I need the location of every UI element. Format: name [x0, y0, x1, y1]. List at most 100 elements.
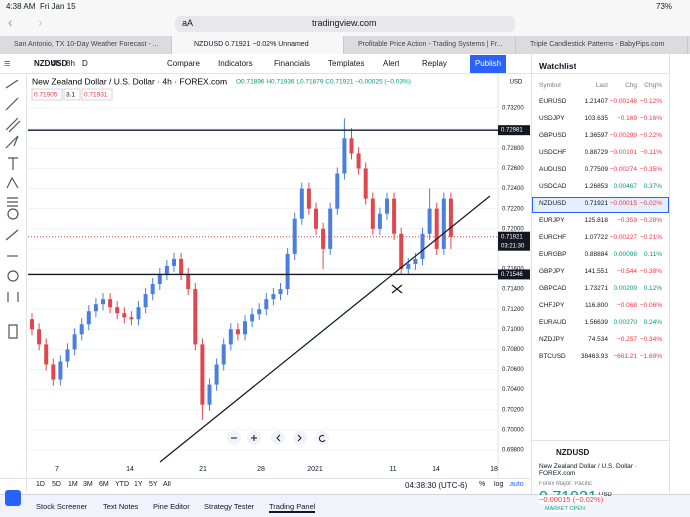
watchlist-symbol[interactable]: EURUSD [539, 98, 567, 105]
toolbar-button[interactable]: Replay [422, 59, 447, 68]
range-button[interactable]: 1M [68, 481, 78, 488]
watchlist-symbol[interactable]: EURGBP [539, 251, 567, 258]
watchlist-symbol[interactable]: EURAUD [539, 319, 567, 326]
watchlist-cell[interactable]: 0.88884 [584, 251, 609, 258]
watchlist-cell[interactable]: 1.26853 [584, 183, 609, 190]
toolbar-button[interactable]: Alert [383, 59, 400, 68]
range-button[interactable]: All [163, 481, 171, 488]
watchlist-cell[interactable]: 0.71921 [584, 200, 609, 207]
interval[interactable]: 4h [51, 59, 60, 68]
bottom-tab[interactable]: Pine Editor [153, 502, 190, 511]
watchlist-cell[interactable]: 0.00370 [613, 319, 638, 326]
watchlist-symbol[interactable]: NZDUSD [539, 200, 567, 207]
range-button[interactable]: 6M [99, 481, 109, 488]
watchlist-cell[interactable]: −0.02% [639, 200, 662, 207]
watchlist-title[interactable]: Watchlist [539, 61, 577, 71]
watchlist-cell[interactable]: 1.21407 [584, 98, 609, 105]
watchlist-cell[interactable]: 38463.93 [580, 353, 608, 360]
watchlist-cell[interactable]: 0.88729 [584, 149, 609, 156]
range-button[interactable]: YTD [115, 481, 129, 488]
watchlist-cell[interactable]: −0.359 [616, 217, 637, 224]
watchlist-cell[interactable]: 125.818 [584, 217, 609, 224]
scale-option[interactable]: auto [510, 481, 524, 488]
range-button[interactable]: 5Y [149, 481, 158, 488]
watchlist-cell[interactable]: −0.00101 [609, 149, 637, 156]
forward-button[interactable]: › [38, 14, 43, 30]
watchlist-cell[interactable]: −1.69% [639, 353, 662, 360]
watchlist-symbol[interactable]: GBPUSD [539, 132, 567, 139]
watchlist-cell[interactable]: 74.534 [588, 336, 608, 343]
watchlist-symbol[interactable]: USDCAD [539, 183, 567, 190]
watchlist-symbol[interactable]: EURJPY [539, 217, 565, 224]
watchlist-cell[interactable]: 1.07722 [584, 234, 609, 241]
watchlist-cell[interactable]: 0.00467 [613, 183, 638, 190]
watchlist-cell[interactable]: −0.16% [639, 115, 662, 122]
back-button[interactable]: ‹ [8, 14, 13, 30]
watchlist-symbol[interactable]: BTCUSD [539, 353, 566, 360]
panel-toggle[interactable] [5, 490, 21, 506]
watchlist-cell[interactable]: −0.22% [639, 132, 662, 139]
bottom-tab[interactable]: Trading Panel [269, 502, 316, 513]
watchlist-cell[interactable]: −0.00148 [609, 98, 637, 105]
watchlist-cell[interactable]: −0.00227 [609, 234, 637, 241]
range-button[interactable]: 5D [52, 481, 61, 488]
watchlist-cell[interactable]: 0.12% [643, 285, 662, 292]
menu-icon[interactable]: ≡ [4, 58, 11, 70]
browser-tab[interactable]: San Antonio, TX 10-Day Weather Forecast … [0, 36, 172, 54]
watchlist-cell[interactable]: −0.11% [640, 149, 662, 156]
watchlist-cell[interactable]: 0.37% [643, 183, 662, 190]
toolbar-button[interactable]: Financials [274, 59, 311, 68]
selected-row[interactable] [532, 197, 669, 213]
address-bar[interactable] [175, 16, 515, 32]
toolbar-button[interactable]: Compare [167, 59, 200, 68]
range-button[interactable]: 1D [36, 481, 45, 488]
interval[interactable]: D [82, 59, 88, 68]
watchlist-symbol[interactable]: GBPCAD [539, 285, 567, 292]
watchlist-cell[interactable]: −0.06% [639, 302, 662, 309]
watchlist-cell[interactable]: 0.77509 [584, 166, 609, 173]
watchlist-cell[interactable]: −0.00274 [609, 166, 637, 173]
watchlist-cell[interactable]: 0.24% [643, 319, 662, 326]
watchlist-cell[interactable]: −661.21 [613, 353, 637, 360]
watchlist-cell[interactable]: −0.00299 [609, 132, 637, 139]
bottom-tab[interactable]: Stock Screener [36, 502, 88, 511]
scale-option[interactable]: log [494, 481, 504, 488]
watchlist-cell[interactable]: −0.35% [639, 166, 662, 173]
watchlist-symbol[interactable]: USDJPY [539, 115, 565, 122]
toolbar-symbol[interactable]: NZDUSD [34, 59, 68, 68]
watchlist-cell[interactable]: −0.21% [639, 234, 662, 241]
watchlist-cell[interactable]: −0.068 [616, 302, 637, 309]
watchlist-symbol[interactable]: CHFJPY [539, 302, 565, 309]
watchlist-cell[interactable]: 116.800 [584, 302, 608, 309]
watchlist-cell[interactable]: 0.00209 [613, 285, 638, 292]
watchlist-cell[interactable]: 1.73271 [584, 285, 609, 292]
interval[interactable]: 8h [66, 59, 75, 68]
watchlist-symbol[interactable]: EURCHF [539, 234, 567, 241]
browser-tab[interactable]: NZDUSD 0.71921 −0.02% Unnamed [172, 36, 344, 54]
scale-option[interactable]: % [479, 481, 486, 488]
bottom-tab[interactable]: Strategy Tester [204, 502, 255, 511]
watchlist-cell[interactable]: −0.38% [639, 268, 662, 275]
watchlist-cell[interactable]: −0.169 [616, 115, 637, 122]
watchlist-symbol[interactable]: NZDJPY [539, 336, 565, 343]
browser-tab[interactable]: Profitable Price Action - Trading System… [344, 36, 516, 54]
watchlist-cell[interactable]: −0.28% [639, 217, 662, 224]
watchlist-cell[interactable]: −0.00015 [609, 200, 637, 207]
watchlist-cell[interactable]: 0.11% [644, 251, 662, 258]
watchlist-symbol[interactable]: USDCHF [539, 149, 567, 156]
reader-button[interactable]: aA [182, 18, 194, 28]
watchlist-cell[interactable]: −0.34% [639, 336, 662, 343]
watchlist-cell[interactable]: 0.00098 [613, 251, 638, 258]
watchlist-cell[interactable]: −0.544 [616, 268, 637, 275]
watchlist-cell[interactable]: 103.635 [584, 115, 609, 122]
toolbar-button[interactable]: Indicators [218, 59, 253, 68]
range-button[interactable]: 3M [83, 481, 93, 488]
browser-tab[interactable]: Triple Candlestick Patterns - BabyPips.c… [516, 36, 688, 54]
watchlist-symbol[interactable]: AUDUSD [539, 166, 567, 173]
watchlist-cell[interactable]: 141.551 [584, 268, 609, 275]
range-button[interactable]: 1Y [134, 481, 143, 488]
watchlist-cell[interactable]: −0.257 [616, 336, 637, 343]
bottom-tab[interactable]: Text Notes [103, 502, 139, 511]
publish-button[interactable]: Publish [470, 55, 506, 73]
toolbar-button[interactable]: Templates [328, 59, 365, 68]
